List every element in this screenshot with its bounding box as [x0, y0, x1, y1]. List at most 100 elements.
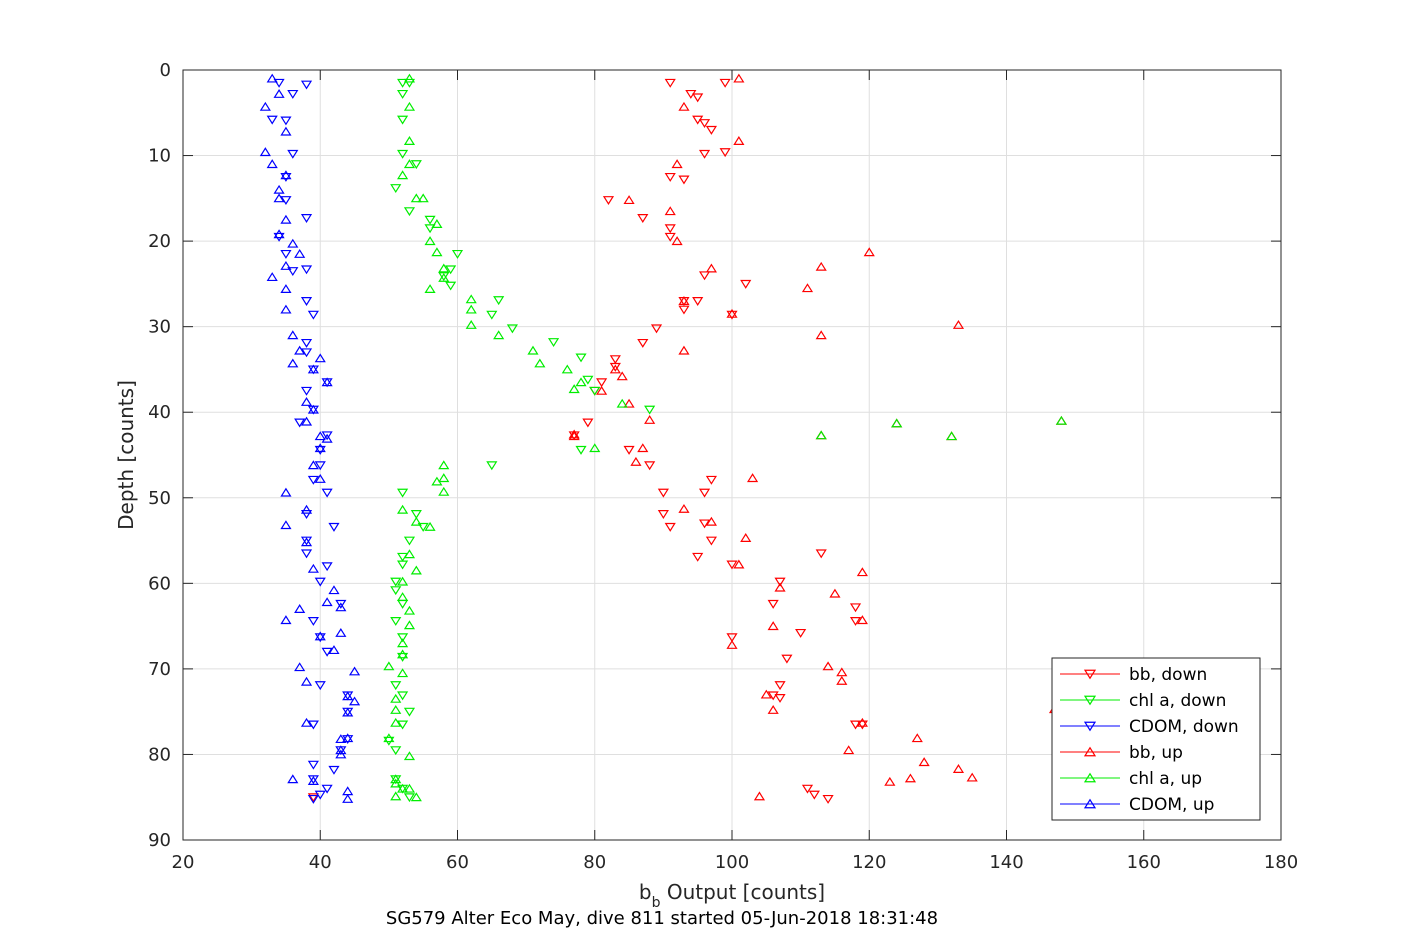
data-point — [808, 790, 820, 800]
data-point — [616, 398, 628, 408]
data-point — [266, 272, 278, 282]
data-point — [644, 414, 656, 424]
data-point — [314, 445, 326, 455]
data-point — [314, 431, 326, 441]
data-point — [335, 745, 347, 755]
data-point — [300, 549, 313, 559]
data-point — [294, 248, 306, 258]
data-point — [698, 488, 711, 498]
data-point — [321, 377, 333, 387]
data-point — [397, 504, 409, 514]
y-tick-label: 10 — [148, 146, 171, 167]
data-point — [280, 170, 292, 180]
data-point — [348, 666, 361, 676]
data-point — [403, 159, 416, 169]
data-point — [698, 149, 711, 159]
data-point — [307, 776, 319, 785]
data-point — [795, 628, 807, 638]
data-point — [575, 445, 587, 455]
data-point — [417, 522, 429, 532]
data-point — [609, 362, 621, 372]
data-point — [884, 776, 896, 786]
data-point — [287, 267, 299, 277]
data-point — [431, 476, 443, 486]
data-point — [465, 294, 477, 304]
data-point — [815, 261, 827, 271]
data-point — [403, 78, 416, 88]
data-point — [815, 330, 827, 340]
data-point — [328, 645, 340, 655]
data-point — [438, 272, 450, 282]
data-point — [609, 355, 621, 365]
y-tick-label: 90 — [148, 830, 171, 851]
data-point — [493, 330, 505, 340]
x-axis-label-main: b — [639, 880, 652, 904]
data-point — [664, 172, 676, 182]
data-point — [424, 284, 436, 293]
data-point — [767, 704, 779, 714]
data-point — [575, 353, 587, 363]
data-point — [397, 488, 409, 498]
data-point — [273, 193, 285, 203]
data-point — [664, 224, 676, 234]
data-point — [294, 604, 306, 613]
data-point — [582, 418, 594, 428]
legend-box — [1051, 657, 1261, 821]
data-point — [300, 348, 313, 358]
data-point — [726, 308, 738, 318]
data-point — [403, 605, 416, 615]
data-point — [911, 733, 923, 743]
x-tick-label: 180 — [1264, 852, 1298, 873]
data-point — [856, 717, 868, 727]
data-point — [602, 196, 615, 206]
data-point — [705, 516, 717, 526]
data-point — [438, 486, 450, 496]
data-point — [438, 272, 450, 282]
data-point — [300, 297, 313, 306]
data-point — [781, 654, 793, 664]
data-point — [307, 563, 319, 573]
data-point — [616, 371, 628, 381]
data-point — [1055, 415, 1067, 425]
data-point — [836, 667, 848, 677]
data-point — [307, 617, 319, 626]
data-point — [692, 552, 704, 562]
series-1 — [383, 78, 656, 803]
data-point — [403, 549, 416, 559]
y-tick-label: 50 — [148, 488, 171, 509]
data-point — [403, 101, 416, 111]
data-point — [863, 247, 875, 257]
data-point — [390, 791, 402, 801]
data-point — [307, 310, 319, 320]
data-point — [397, 783, 409, 793]
data-point — [946, 431, 958, 441]
series-5 — [259, 73, 361, 803]
data-point — [410, 193, 422, 203]
data-point — [390, 778, 402, 788]
data-point — [273, 229, 285, 239]
x-tick-label: 100 — [715, 852, 749, 873]
data-point — [465, 319, 477, 329]
data-point — [843, 745, 855, 755]
data-point — [307, 404, 319, 414]
data-point — [403, 783, 416, 793]
data-point — [726, 560, 738, 570]
data-point — [307, 794, 319, 804]
data-point — [733, 136, 745, 145]
data-point — [273, 184, 285, 194]
data-point — [801, 784, 814, 794]
data-point — [740, 533, 752, 542]
x-axis-label: bb Output [counts] — [639, 880, 825, 911]
x-tick-label: 120 — [852, 852, 886, 873]
data-point — [397, 115, 409, 125]
data-point — [637, 338, 649, 348]
legend-label: bb, down — [1129, 665, 1207, 685]
data-point — [300, 396, 313, 406]
data-point — [547, 338, 560, 348]
data-point — [410, 160, 422, 170]
data-point — [383, 661, 395, 671]
data-point — [321, 562, 333, 572]
data-point — [314, 681, 326, 691]
data-point — [733, 73, 745, 83]
data-point — [390, 774, 402, 784]
